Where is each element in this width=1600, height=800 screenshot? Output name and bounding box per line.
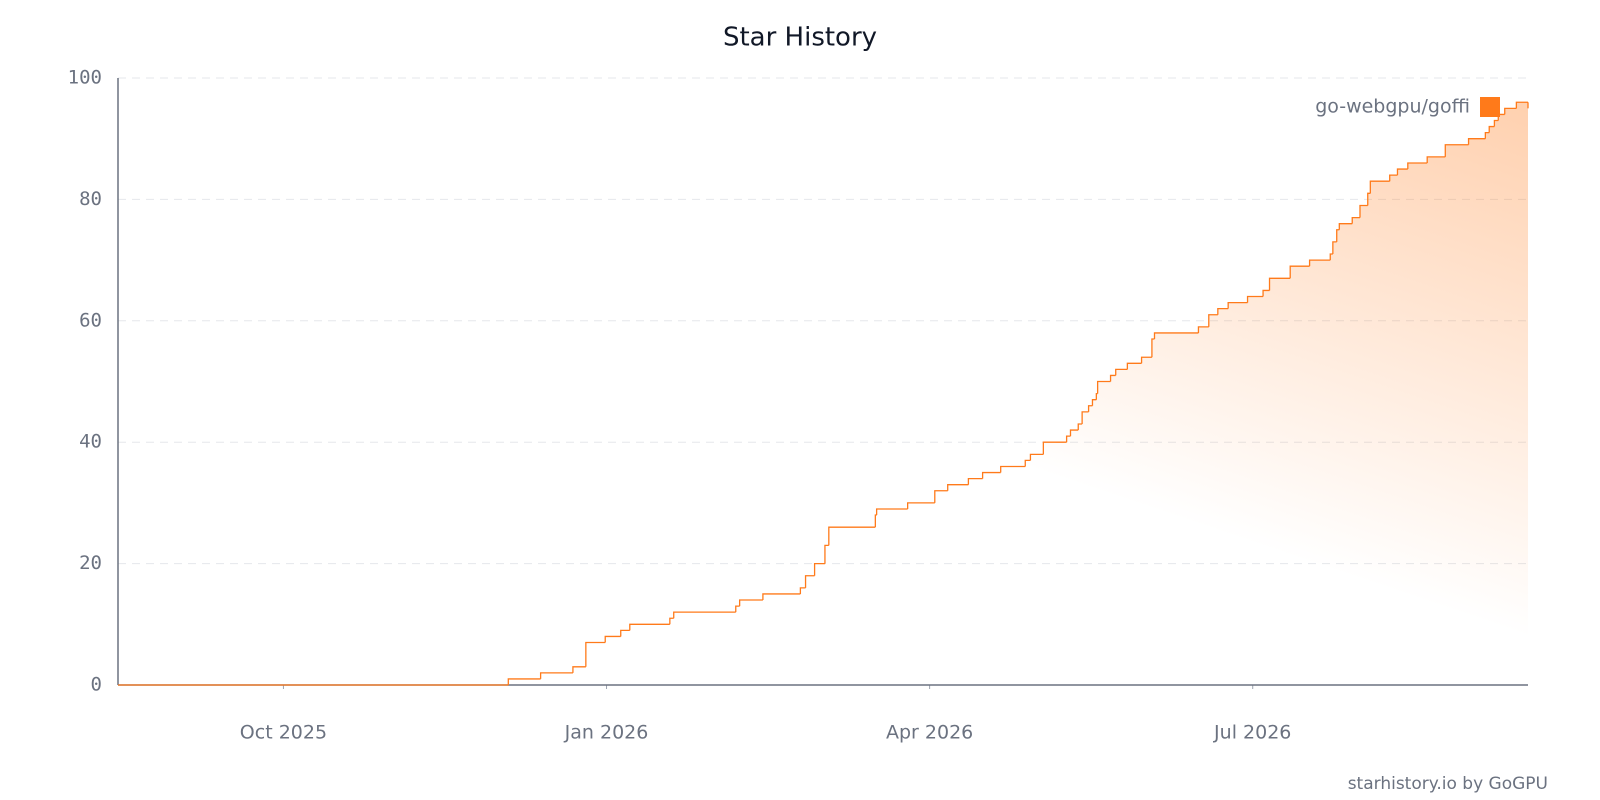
line-step	[539, 672, 573, 679]
line-step	[799, 587, 806, 594]
line-step	[1369, 180, 1390, 194]
line-step	[828, 526, 876, 546]
line-step	[1262, 289, 1270, 297]
line-step	[673, 611, 736, 619]
legend-swatch	[1480, 97, 1500, 117]
line-step	[1332, 241, 1337, 255]
line-step	[738, 599, 763, 607]
x-tick-label: Jul 2026	[1213, 722, 1291, 744]
line-step	[1444, 144, 1469, 157]
line-step	[629, 623, 670, 631]
line-step	[1484, 131, 1490, 139]
line-step	[735, 605, 740, 613]
line-step	[1308, 259, 1331, 267]
line-step	[1081, 411, 1089, 424]
line-step	[1029, 453, 1044, 461]
y-tick-label: 0	[91, 674, 102, 696]
line-step	[1467, 138, 1486, 145]
line-step	[1227, 301, 1248, 309]
x-tick-label: Oct 2025	[240, 722, 327, 744]
line-step	[1077, 423, 1083, 431]
line-step	[1024, 459, 1031, 467]
line-step	[1268, 277, 1291, 291]
legend-label: go-webgpu/goffi	[1315, 96, 1470, 118]
line-step	[1109, 374, 1116, 382]
line-step	[1065, 435, 1071, 443]
line-step	[1115, 368, 1128, 376]
line-step	[1515, 101, 1528, 109]
line-step	[585, 641, 606, 667]
line-step	[981, 471, 1001, 479]
y-tick-label: 80	[79, 188, 102, 210]
line-step	[1140, 356, 1152, 364]
line-step	[1493, 119, 1499, 127]
line-step	[1042, 441, 1067, 455]
line-step	[934, 490, 948, 503]
line-step	[1389, 174, 1398, 182]
line-step	[875, 508, 908, 516]
line-step	[1338, 223, 1353, 230]
line-step	[1217, 308, 1229, 315]
line-step	[1289, 265, 1310, 279]
line-step	[1197, 326, 1209, 333]
line-step	[669, 617, 674, 625]
line-step	[1091, 399, 1097, 406]
line-step	[813, 562, 825, 576]
y-tick-label: 100	[68, 67, 102, 89]
line-step	[572, 666, 586, 673]
watermark: starhistory.io by GoGPU	[1348, 774, 1548, 794]
y-tick-label: 60	[79, 309, 102, 331]
line-step	[1504, 107, 1517, 115]
chart-title: Star History	[723, 23, 877, 53]
y-tick-label: 40	[79, 431, 102, 453]
line-step	[1208, 314, 1218, 327]
x-tick-label: Jan 2026	[564, 722, 649, 744]
line-step	[507, 678, 541, 685]
line-step	[1087, 405, 1093, 412]
line-step	[824, 544, 829, 564]
line-step	[1351, 216, 1360, 224]
line-step	[1000, 465, 1026, 473]
area-fill	[118, 102, 1528, 685]
line-step	[967, 477, 983, 485]
line-step	[1246, 295, 1264, 303]
y-tick-label: 20	[79, 552, 102, 574]
line-step	[1336, 229, 1340, 242]
line-step	[947, 484, 969, 491]
line-step	[1329, 253, 1333, 261]
line-step	[1367, 192, 1371, 206]
line-step	[1126, 362, 1142, 370]
line-step	[620, 629, 630, 637]
line-step	[1151, 338, 1155, 358]
line-step	[1096, 380, 1111, 394]
line-step	[1153, 332, 1199, 340]
line-step	[1069, 429, 1079, 437]
line-step	[1426, 156, 1446, 163]
line-step	[804, 575, 815, 588]
line-step	[1488, 125, 1495, 133]
line-step	[907, 502, 935, 509]
line-step	[1407, 162, 1428, 170]
line-step	[1396, 168, 1408, 176]
line-step	[1359, 204, 1368, 218]
line-step	[604, 635, 621, 643]
line-step	[762, 593, 801, 601]
x-tick-label: Apr 2026	[886, 722, 973, 744]
